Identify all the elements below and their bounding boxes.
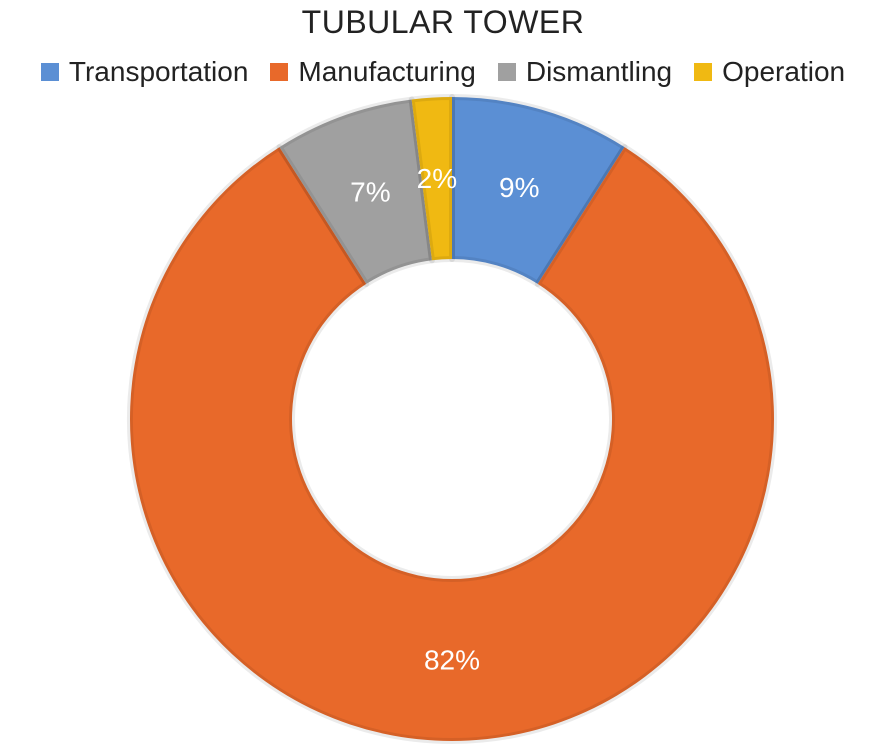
slice-dismantling	[276, 96, 435, 287]
slice-operation	[408, 94, 455, 264]
legend-item-transportation: Transportation	[40, 56, 249, 88]
legend-label-transportation: Transportation	[68, 56, 249, 87]
data-label-transportation: 9%	[499, 172, 539, 203]
legend-label-dismantling: Dismantling	[525, 56, 673, 87]
legend-swatch-transportation	[40, 63, 59, 81]
slice-manufacturing	[127, 144, 777, 744]
legend-swatch-dismantling	[497, 63, 516, 81]
data-label-manufacturing: 82%	[424, 645, 480, 676]
legend-item-dismantling: Dismantling	[497, 56, 673, 88]
data-label-dismantling: 7%	[350, 177, 390, 208]
legend-label-operation: Operation	[722, 56, 846, 87]
slice-transportation	[449, 94, 628, 287]
legend-swatch-operation	[694, 63, 713, 81]
legend: Transportation Manufacturing Dismantling…	[0, 56, 886, 88]
data-label-operation: 2%	[417, 163, 457, 194]
legend-item-manufacturing: Manufacturing	[270, 56, 476, 88]
chart-title: TUBULAR TOWER	[301, 4, 585, 40]
legend-label-manufacturing: Manufacturing	[298, 56, 476, 87]
legend-item-operation: Operation	[694, 56, 845, 88]
legend-swatch-manufacturing	[270, 63, 289, 81]
